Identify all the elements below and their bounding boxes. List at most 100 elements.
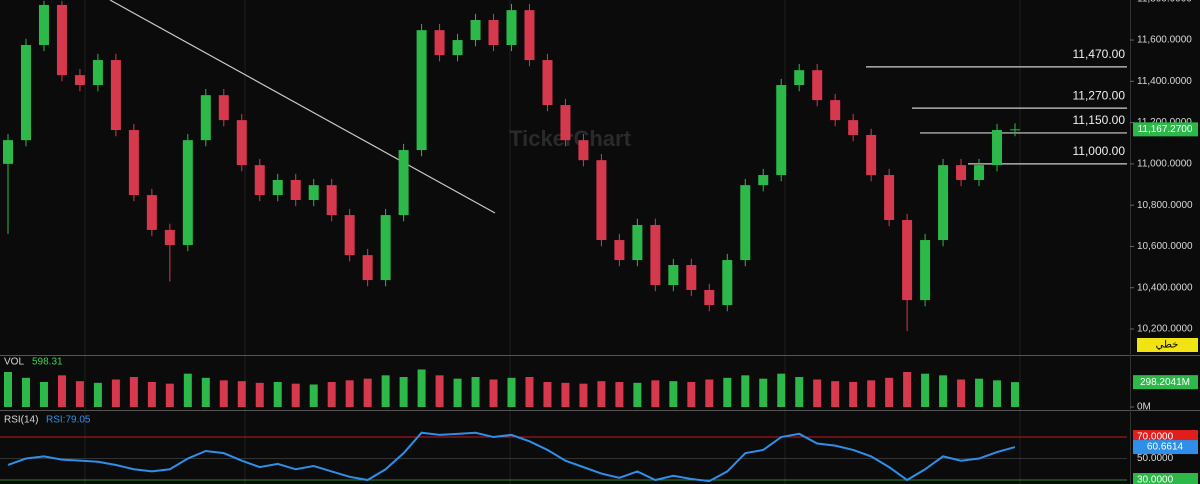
candle-body	[614, 240, 625, 261]
candle-body	[308, 185, 319, 200]
rsi-level-tag	[1133, 473, 1198, 484]
level-label: 11,270.00	[1073, 88, 1126, 102]
volume-bar	[867, 380, 876, 407]
candle-body	[812, 70, 823, 101]
volume-bar	[921, 373, 930, 407]
rsi-last-label: 60.6614	[1147, 442, 1184, 453]
volume-title: VOL	[4, 357, 24, 368]
volume-bar	[327, 382, 336, 407]
volume-bar	[759, 378, 768, 407]
candle-body	[56, 4, 67, 76]
volume-bar	[345, 380, 354, 407]
rsi-title: RSI(14)	[4, 415, 38, 426]
volume-bar	[39, 382, 48, 407]
level-label: 11,470.00	[1073, 47, 1126, 61]
y-tick-label: 10,800.0000	[1137, 200, 1193, 211]
candle-body	[578, 140, 589, 161]
volume-bar	[1011, 382, 1019, 407]
mode-label[interactable]: خطي	[1156, 340, 1179, 351]
y-tick-label: 50.0000	[1137, 453, 1174, 464]
candle-body	[470, 20, 481, 41]
volume-bar	[417, 369, 426, 407]
candle-body	[866, 134, 877, 176]
y-tick-label: 70.0000	[1137, 432, 1174, 443]
volume-bar	[993, 380, 1002, 407]
candle-body	[110, 60, 121, 131]
y-tick-label: 10,600.0000	[1137, 241, 1193, 252]
volume-bar	[831, 381, 840, 407]
volume-bar	[705, 379, 714, 407]
volume-reading: 598.31	[32, 357, 63, 368]
candle-body	[1010, 129, 1020, 131]
volume-bar	[471, 377, 480, 407]
candle-body	[776, 85, 787, 176]
candle-body	[254, 165, 265, 196]
volume-bar	[561, 382, 570, 407]
candle-body	[506, 10, 517, 45]
volume-bar	[165, 383, 174, 407]
candle-body	[164, 229, 175, 245]
mode-badge[interactable]	[1137, 338, 1198, 352]
y-tick-label: 11,600.0000	[1137, 35, 1192, 46]
candle-body	[956, 165, 967, 180]
rsi-reading: RSI:79.05	[46, 415, 91, 426]
volume-bar	[381, 375, 390, 407]
volume-bar	[741, 375, 750, 407]
volume-bar	[957, 379, 966, 407]
volume-bar	[453, 378, 462, 407]
volume-bar	[255, 382, 264, 407]
y-tick-label: 11,800.0000	[1137, 0, 1192, 4]
candle-body	[686, 265, 697, 290]
candle-body	[290, 179, 301, 200]
candle-body	[974, 165, 985, 180]
volume-bar	[93, 382, 102, 407]
candle-body	[848, 120, 859, 135]
volume-bar	[579, 383, 588, 407]
volume-bar	[237, 381, 246, 407]
volume-bar	[975, 378, 984, 407]
y-tick-label: 11,000.0000	[1137, 159, 1192, 170]
candle-body	[596, 160, 607, 241]
volume-bar	[615, 382, 624, 407]
candle-body	[398, 150, 409, 216]
volume-bar	[111, 379, 120, 407]
y-tick-label: 0M	[1137, 402, 1151, 413]
volume-bar	[669, 381, 678, 407]
volume-bar	[435, 375, 444, 407]
candle-body	[218, 95, 229, 121]
candle-body	[416, 30, 427, 151]
candle-body	[452, 40, 463, 56]
candle-body	[830, 100, 841, 121]
candle-body	[380, 215, 391, 281]
volume-bar	[273, 382, 282, 407]
volume-bar	[795, 377, 804, 407]
volume-bar	[201, 377, 210, 407]
volume-bar	[777, 373, 786, 407]
candle-body	[146, 195, 157, 230]
candle-body	[920, 240, 931, 301]
last-volume-tag	[1133, 375, 1198, 390]
volume-bar	[219, 380, 228, 407]
volume-bar	[399, 377, 408, 407]
candle-body	[650, 224, 661, 286]
candle-body	[326, 185, 337, 216]
candle-body	[524, 10, 535, 61]
volume-bar	[903, 372, 912, 407]
rsi-line	[7, 431, 1016, 483]
volume-bar	[543, 382, 552, 407]
volume-bar	[939, 375, 948, 407]
volume-bar	[885, 377, 894, 407]
volume-bar	[597, 381, 606, 407]
y-tick-label: 10,200.0000	[1137, 324, 1193, 335]
candle-body	[542, 60, 553, 106]
volume-bar	[147, 382, 156, 407]
last-volume-label: 298.2041M	[1140, 377, 1190, 388]
candle-body	[236, 120, 247, 166]
candle-body	[74, 75, 85, 86]
candle-body	[992, 130, 1003, 166]
candle-body	[92, 60, 103, 86]
volume-bar	[723, 377, 732, 407]
candle-body	[434, 30, 445, 56]
y-tick-label: 30.0000	[1137, 475, 1174, 484]
